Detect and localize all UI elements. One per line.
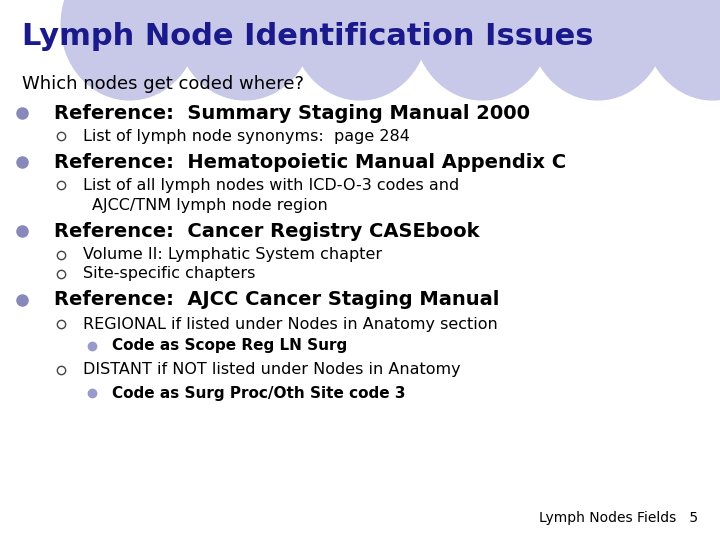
Text: Which nodes get coded where?: Which nodes get coded where?: [22, 75, 304, 93]
Text: Code as Scope Reg LN Surg: Code as Scope Reg LN Surg: [112, 338, 347, 353]
Text: Site-specific chapters: Site-specific chapters: [83, 266, 255, 281]
Ellipse shape: [292, 0, 428, 100]
Ellipse shape: [644, 0, 720, 100]
Text: Reference:  Summary Staging Manual 2000: Reference: Summary Staging Manual 2000: [54, 104, 530, 123]
Text: Lymph Node Identification Issues: Lymph Node Identification Issues: [22, 22, 593, 51]
Ellipse shape: [61, 0, 198, 100]
Ellipse shape: [529, 0, 666, 100]
Text: AJCC/TNM lymph node region: AJCC/TNM lymph node region: [92, 198, 328, 213]
Ellipse shape: [176, 0, 313, 100]
Text: DISTANT if NOT listed under Nodes in Anatomy: DISTANT if NOT listed under Nodes in Ana…: [83, 362, 460, 377]
Ellipse shape: [414, 0, 551, 100]
Text: Reference:  Cancer Registry CASEbook: Reference: Cancer Registry CASEbook: [54, 221, 480, 241]
Text: List of all lymph nodes with ICD-O-3 codes and: List of all lymph nodes with ICD-O-3 cod…: [83, 178, 459, 193]
Text: Code as Surg Proc/Oth Site code 3: Code as Surg Proc/Oth Site code 3: [112, 386, 405, 401]
Text: List of lymph node synonyms:  page 284: List of lymph node synonyms: page 284: [83, 129, 410, 144]
Text: REGIONAL if listed under Nodes in Anatomy section: REGIONAL if listed under Nodes in Anatom…: [83, 316, 498, 332]
Text: Volume II: Lymphatic System chapter: Volume II: Lymphatic System chapter: [83, 247, 382, 262]
Text: Lymph Nodes Fields   5: Lymph Nodes Fields 5: [539, 511, 698, 525]
Text: Reference:  Hematopoietic Manual Appendix C: Reference: Hematopoietic Manual Appendix…: [54, 152, 566, 172]
Text: Reference:  AJCC Cancer Staging Manual: Reference: AJCC Cancer Staging Manual: [54, 290, 500, 309]
